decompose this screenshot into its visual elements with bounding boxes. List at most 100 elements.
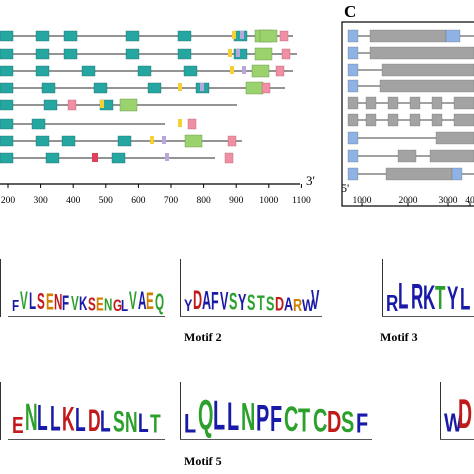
- exon-box: [365, 113, 377, 127]
- panel-c-frame: [341, 21, 474, 207]
- logo-letter: S: [341, 406, 355, 440]
- motif-1-box: [0, 48, 14, 60]
- utr-box: [347, 167, 359, 181]
- motif-caption: Motif 3: [380, 330, 418, 344]
- logo-letter: D: [327, 405, 342, 440]
- motif-1-box: [93, 82, 108, 94]
- logo-baseline: [8, 439, 165, 440]
- position-tick-label: 900: [229, 196, 244, 206]
- exon-box: [369, 29, 447, 43]
- exon-box: [435, 131, 474, 145]
- exon-box: [381, 63, 474, 77]
- logo-baseline: [440, 439, 474, 440]
- position-tick-label: 1000: [259, 196, 279, 206]
- motif-1-box: [35, 30, 50, 42]
- logo-y-axis: [180, 259, 181, 317]
- logo-letter: L: [121, 297, 129, 316]
- logo-baseline: [180, 316, 322, 317]
- utr-box: [347, 29, 359, 43]
- motif-yellow-box: [150, 136, 154, 144]
- logo-letter: S: [229, 289, 238, 316]
- motif-lavender-box: [165, 153, 169, 161]
- exon-box: [369, 46, 474, 60]
- motif-green-box: [184, 134, 203, 148]
- logo-letter: P: [255, 398, 269, 440]
- motif-yellow-box: [178, 83, 182, 91]
- logo-letter: S: [37, 289, 45, 316]
- motif-1-box: [61, 135, 76, 147]
- logo-letter: L: [226, 395, 240, 440]
- motif-1-box: [177, 30, 192, 42]
- logo-letter: N: [241, 397, 256, 440]
- motif-caption: Motif 5: [184, 454, 222, 468]
- logo-letter: L: [74, 401, 86, 439]
- motif-1-box: [35, 48, 50, 60]
- motif-pink-box: [281, 48, 291, 60]
- panel-c-label: C: [344, 2, 357, 21]
- position-tick-label: 400: [66, 196, 81, 206]
- logo-letter: C: [284, 401, 299, 440]
- motif-1-box: [35, 135, 50, 147]
- logo-letter: V: [70, 292, 79, 316]
- motif-pink-box: [187, 118, 197, 130]
- motif-1-box: [137, 65, 152, 77]
- exon-box: [431, 113, 443, 127]
- motif-pink-box: [227, 135, 237, 147]
- motif-1-box: [0, 152, 14, 164]
- motif-1-box: [233, 48, 248, 60]
- logo-letter: S: [265, 293, 274, 316]
- exon-box: [379, 79, 474, 93]
- motif-green-box: [251, 64, 270, 78]
- exon-box: [387, 113, 399, 127]
- logo-letter: F: [269, 400, 282, 440]
- logo-letter: L: [459, 280, 471, 317]
- logo-letter: S: [247, 291, 256, 316]
- logo-letter: E: [146, 289, 154, 316]
- logo-letter: V: [220, 288, 229, 316]
- logo-letter: A: [202, 286, 212, 316]
- logo-y-axis: [0, 259, 1, 317]
- motif-1-box: [41, 82, 56, 94]
- logo-letter: T: [435, 277, 446, 317]
- position-tick-label: 800: [196, 196, 211, 206]
- motif-lavender-box: [236, 49, 240, 57]
- logo-letter: R: [386, 289, 399, 317]
- motif-caption: Motif 2: [184, 330, 222, 344]
- logo-letter: T: [150, 409, 162, 439]
- position-tick-label: 700: [163, 196, 179, 206]
- logo-letter: A: [137, 288, 147, 316]
- logo-letter: F: [12, 298, 20, 316]
- logo-letter: L: [212, 394, 225, 441]
- motif-1-box: [0, 65, 14, 77]
- gene-structure-diagram: [341, 21, 474, 207]
- exon-box: [453, 113, 474, 127]
- motif-1-box: [0, 30, 14, 42]
- motif-1-box: [0, 135, 14, 147]
- logo-letter: Y: [447, 279, 459, 317]
- motif-1-box: [45, 152, 60, 164]
- motif-1-box: [31, 118, 46, 130]
- logo-letter: D: [193, 285, 203, 316]
- logo-letter: N: [53, 291, 63, 316]
- logo-letter: W: [444, 409, 463, 439]
- motif-1-box: [147, 82, 162, 94]
- logo-letter: L: [100, 403, 111, 439]
- logo-letter: N: [24, 396, 38, 439]
- logo-letter: D: [87, 402, 101, 439]
- position-tick-label: 1100: [292, 196, 311, 206]
- logo-letter: L: [398, 274, 409, 317]
- motif-lavender-box: [200, 83, 204, 91]
- motif-location-diagram: [0, 29, 302, 188]
- motif-green-box: [119, 98, 138, 112]
- motif-1-box: [0, 99, 14, 111]
- position-tick-label: 600: [131, 196, 146, 206]
- exon-box: [429, 149, 474, 163]
- logo-baseline: [8, 316, 165, 317]
- logo-letter: G: [112, 297, 122, 316]
- motif-1-box: [43, 99, 58, 111]
- utr-box: [347, 79, 359, 93]
- structure-tick-label: 40: [465, 196, 474, 206]
- exon-box: [453, 96, 474, 110]
- motif-red-box: [92, 153, 98, 162]
